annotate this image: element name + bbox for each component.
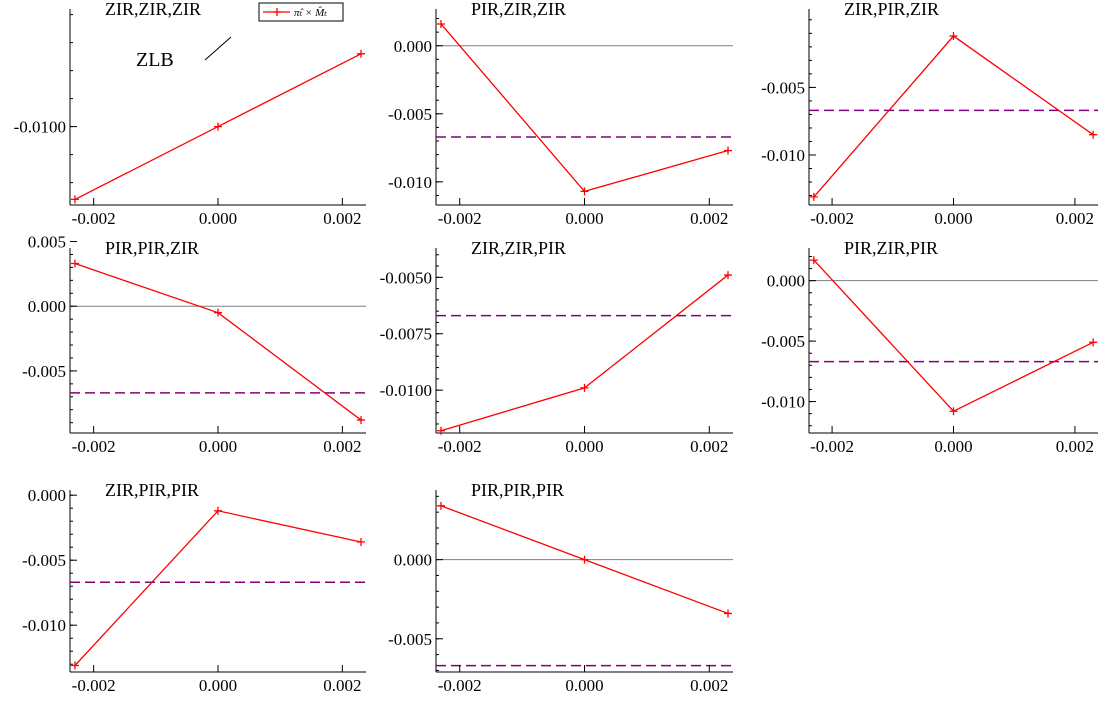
x-tick-label: -0.002 [438, 437, 482, 456]
data-point [1089, 130, 1098, 139]
y-tick-label: -0.005 [388, 630, 432, 649]
y-tick-label: 0.005 [28, 233, 66, 252]
y-tick-label: 0.000 [28, 486, 66, 505]
y-tick-label: 0.000 [394, 37, 432, 56]
x-tick-label: 0.000 [565, 209, 603, 228]
data-point [357, 416, 366, 425]
chart-panel: 0.000 -0.005 -0.010 -0.002 0.000 0.002 PIR,ZIR… [761, 238, 1098, 456]
series-line [813, 259, 1094, 413]
data-point [724, 271, 733, 280]
chart-panel: 0.000 -0.005 -0.010 -0.002 0.000 0.002 ZIR,PIR… [22, 480, 366, 695]
x-tick-label: 0.000 [199, 437, 237, 456]
panel-title: PIR,PIR,ZIR [105, 238, 199, 258]
x-tick-label: -0.002 [810, 209, 854, 228]
x-tick-label: -0.002 [438, 676, 482, 695]
data-point [1089, 338, 1098, 347]
x-tick-label: -0.002 [810, 437, 854, 456]
data-point [949, 32, 958, 41]
panel-title: PIR,ZIR,PIR [844, 238, 938, 258]
x-tick-label: 0.000 [565, 676, 603, 695]
legend-label: π̂ₜ × M̂ₜ [294, 6, 327, 19]
x-tick-label: 0.002 [690, 209, 728, 228]
data-point [949, 407, 958, 416]
legend: π̂ₜ × M̂ₜ [258, 2, 344, 22]
data-point [70, 661, 79, 670]
series-line [440, 23, 729, 193]
x-tick-label: 0.002 [690, 676, 728, 695]
panel-title: ZIR,ZIR,PIR [471, 238, 566, 258]
y-tick-label: -0.005 [22, 362, 66, 381]
legend-marker [273, 8, 281, 16]
data-point [70, 259, 79, 268]
annotation-label: ZLB [136, 49, 174, 71]
y-tick-label: 0.000 [28, 297, 66, 316]
data-point [809, 192, 818, 201]
chart-panel: 0.000 -0.005 -0.002 0.000 0.002 PIR,PIR,PIR [388, 480, 733, 695]
x-tick-label: 0.002 [1056, 437, 1094, 456]
series-line [74, 510, 362, 666]
data-point [580, 555, 589, 564]
x-tick-label: 0.002 [323, 676, 361, 695]
y-tick-label: -0.005 [761, 332, 805, 351]
panel-title: PIR,PIR,PIR [471, 480, 564, 500]
series-line [813, 35, 1094, 198]
x-tick-label: 0.000 [199, 676, 237, 695]
x-tick-label: -0.002 [72, 209, 116, 228]
annotation-leader [204, 36, 232, 61]
x-tick-label: 0.002 [323, 437, 361, 456]
data-point [214, 122, 222, 131]
chart-panel: -0.0075-0.0100-0.0020.0000.002ZIR,ZIR,ZI… [14, 0, 366, 228]
y-tick-label: -0.010 [761, 146, 805, 165]
chart-panel: -0.0050 -0.0075 -0.0100 -0.002 0.000 0.002 ZIR… [380, 238, 733, 456]
y-tick-label: -0.010 [388, 173, 432, 192]
y-tick-label: -0.010 [761, 393, 805, 412]
y-tick-label: -0.0100 [14, 118, 66, 137]
y-tick-label: 0.000 [394, 551, 432, 570]
chart-panel: -0.005 -0.010 -0.002 0.000 0.002 ZIR,PIR,ZIR [761, 0, 1098, 228]
y-tick-label: -0.0100 [380, 381, 432, 400]
chart-panel: 0.000 -0.005 -0.010 -0.002 0.000 0.002 PIR,ZIR… [388, 0, 733, 228]
chart-panel: 0.005 0.000 -0.005 -0.002 0.000 0.002 PIR,PIR,… [22, 233, 366, 456]
x-tick-label: 0.002 [690, 437, 728, 456]
y-tick-label: -0.0075 [380, 325, 432, 344]
x-tick-label: 0.002 [1056, 209, 1094, 228]
x-tick-label: -0.002 [438, 209, 482, 228]
panel-title: ZIR,PIR,ZIR [844, 0, 939, 19]
data-point [580, 383, 589, 392]
y-tick-label: -0.0050 [380, 268, 432, 287]
y-tick-label: -0.005 [388, 105, 432, 124]
data-point [580, 187, 589, 196]
x-tick-label: 0.000 [934, 437, 972, 456]
x-tick-label: 0.000 [565, 437, 603, 456]
x-tick-label: 0.002 [323, 209, 361, 228]
data-point [436, 19, 445, 28]
panel-title: ZIR,PIR,PIR [105, 480, 199, 500]
data-point [214, 506, 222, 515]
y-tick-label: -0.005 [761, 78, 805, 97]
panel-title: PIR,ZIR,ZIR [471, 0, 566, 19]
data-point [724, 146, 733, 155]
data-point [436, 426, 445, 435]
data-point [809, 256, 818, 265]
x-tick-label: 0.000 [934, 209, 972, 228]
x-tick-label: 0.000 [199, 209, 237, 228]
x-tick-label: -0.002 [72, 437, 116, 456]
y-tick-label: -0.005 [22, 551, 66, 570]
y-tick-label: -0.010 [22, 616, 66, 635]
data-point [70, 195, 79, 204]
x-tick-label: -0.002 [72, 676, 116, 695]
series-line [74, 262, 362, 421]
legend-box [258, 2, 344, 22]
y-tick-label: 0.000 [767, 272, 805, 291]
data-point [724, 609, 733, 618]
zlb-annotation: ZLB [136, 36, 232, 71]
data-point [436, 501, 445, 510]
series-line [440, 274, 729, 432]
panel-title: ZIR,ZIR,ZIR [105, 0, 201, 19]
data-point [357, 49, 366, 58]
data-point [357, 538, 366, 546]
data-point [214, 308, 222, 317]
